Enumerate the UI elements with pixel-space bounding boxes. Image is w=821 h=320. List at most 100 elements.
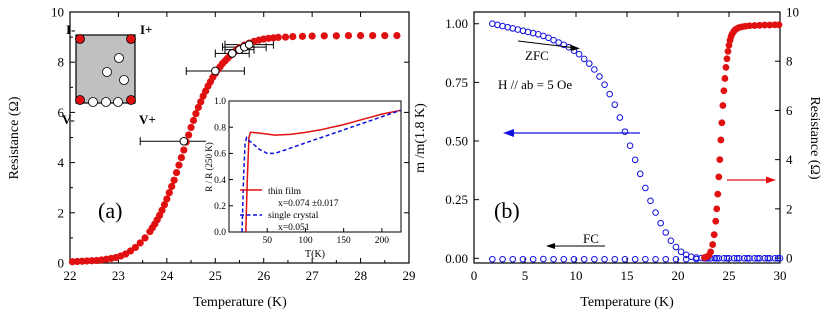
y-tick-label: 2 (58, 205, 65, 220)
resistance-point (185, 131, 193, 139)
resistance-point (766, 21, 774, 29)
resistance-point (717, 136, 725, 144)
zfc-point (631, 156, 639, 164)
zfc-point (626, 142, 634, 150)
zfc-point (591, 66, 598, 73)
fc-point (560, 255, 568, 263)
y-tick-label: 8 (58, 55, 65, 70)
y-tick-label: 0.75 (445, 75, 468, 90)
resistance-point (775, 21, 783, 29)
y-tick-label: 0 (58, 256, 65, 271)
y-tick-label: 4 (58, 155, 65, 170)
zfc-point (575, 50, 583, 58)
x-tick-label: 27 (306, 268, 320, 283)
fc-point (540, 255, 547, 263)
panel-a-xlabel: Temperature (K) (193, 295, 287, 310)
y-right-tick-label: 0 (786, 251, 793, 266)
resistance-point (712, 217, 720, 225)
x-tick-label: 0 (471, 268, 478, 283)
label-v-minus: V- (62, 112, 75, 127)
fc-point (519, 255, 527, 263)
fc-point (550, 255, 557, 263)
contact-schematic: I- I+ V- V+ (62, 22, 156, 127)
x-tick-label: 15 (621, 268, 634, 283)
resistance-point (172, 169, 181, 177)
panel-b-label: (b) (494, 198, 520, 223)
resistance-point (761, 21, 769, 29)
resistance-point (720, 87, 728, 95)
resistance-point (136, 239, 144, 247)
resistance-point (165, 189, 173, 197)
zfc-point (672, 243, 680, 251)
zfc-point (616, 114, 624, 121)
resistance-point (170, 176, 178, 184)
inset-xlabel: T(K) (305, 249, 325, 260)
arrow-fc (546, 243, 605, 249)
annotation-zfc: ZFC (525, 48, 549, 63)
legend-thin-film: thin film (268, 186, 302, 197)
zfc-point (735, 255, 743, 262)
inset-frame (228, 100, 402, 233)
zfc-point (621, 128, 629, 135)
resistance-point (163, 195, 171, 203)
panel-a-ylabel: Resistance (Ω) (7, 96, 22, 179)
x-tick-label: 29 (403, 268, 416, 283)
inset-y-tick-label: 0.4 (214, 176, 226, 186)
resistance-point (724, 47, 732, 55)
resistance-point (369, 31, 377, 40)
zfc-point (771, 255, 779, 262)
panel-b: 0 5 10 15 20 25 300.000.250.500.751.000246810 … (413, 5, 821, 311)
inset-x-tick-label: 50 (262, 236, 272, 246)
x-tick-label: 25 (209, 268, 222, 283)
fc-point (744, 255, 751, 262)
resistance-point (320, 32, 328, 40)
resistance-point (751, 22, 758, 29)
fc-point (631, 255, 639, 263)
fc-point (529, 255, 537, 263)
x-tick-label: 20 (672, 268, 685, 283)
fc-point (652, 255, 659, 263)
zfc-point (711, 255, 719, 262)
y-tick-label: 0.25 (445, 192, 468, 207)
x-tick-label: 22 (64, 268, 77, 283)
zfc-point (606, 90, 613, 98)
y-tick-label: 6 (58, 105, 65, 120)
resistance-point (714, 190, 722, 198)
resistance-point (709, 241, 717, 248)
fc-point (723, 255, 731, 262)
inset-chart: 50 100 150 200 0.0 0.2 0.4 0.6 0.8 1.0 T(K) R / R… (204, 97, 402, 260)
zfc-point (652, 209, 659, 216)
fc-point (601, 255, 608, 263)
resistance-point (298, 32, 307, 40)
fc-point (591, 255, 598, 263)
resistance-point (175, 161, 183, 169)
resistance-point (141, 234, 149, 242)
resistance-point (187, 123, 195, 132)
zfc-point (580, 55, 588, 63)
fc-point (489, 255, 496, 263)
zfc-point (601, 81, 608, 89)
resistance-point (713, 205, 721, 213)
annotation-fc: FC (583, 231, 599, 246)
contact-open (119, 75, 129, 85)
resistance-point (332, 32, 340, 40)
fc-point (621, 255, 629, 263)
fc-point (499, 255, 506, 263)
zfc-point (636, 170, 644, 178)
zfc-point (596, 73, 603, 80)
resistance-point (718, 119, 726, 127)
resistance-point (723, 55, 731, 63)
resistance-point (721, 75, 729, 82)
y-right-tick-label: 4 (786, 152, 793, 167)
fc-point (642, 255, 649, 263)
fc-point (662, 255, 670, 263)
resistance-point (168, 182, 176, 191)
legend-single-crystal: single crystal (268, 211, 319, 221)
x-tick-label: 25 (723, 268, 736, 283)
fc-point (672, 255, 680, 263)
fc-point (611, 255, 619, 263)
zfc-point (642, 184, 649, 192)
resistance-point (281, 33, 290, 41)
y-tick-label: 1.00 (445, 16, 468, 31)
resistance-point (719, 102, 727, 109)
